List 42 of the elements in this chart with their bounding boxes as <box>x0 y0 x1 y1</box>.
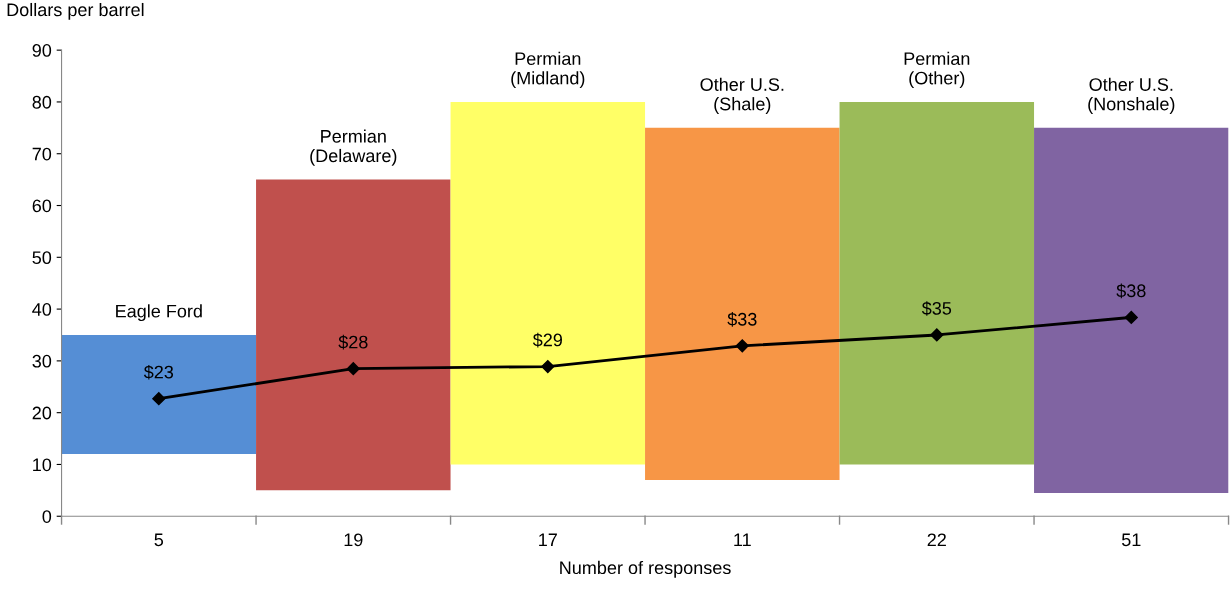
y-tick-label: 80 <box>32 95 52 109</box>
data-label: $29 <box>532 332 562 348</box>
y-tick-label: 50 <box>32 251 52 265</box>
point <box>541 359 555 374</box>
y-tick-label: 30 <box>32 354 52 368</box>
point <box>930 328 944 342</box>
bar <box>450 101 646 465</box>
point <box>346 362 360 376</box>
point <box>735 339 749 353</box>
y-axis-title: Dollars per barrel <box>7 2 144 20</box>
annotation: Permian (Other) <box>904 51 970 89</box>
y-tick-label: 70 <box>32 147 52 161</box>
annotation: Permian (Midland) <box>511 51 585 89</box>
data-label: $23 <box>143 364 174 380</box>
x-tick-label: 22 <box>927 533 946 546</box>
data-label: $35 <box>921 301 952 316</box>
point <box>152 392 166 406</box>
bar <box>645 127 840 480</box>
annotation: Other U.S. (Nonshale) <box>1088 77 1175 114</box>
point <box>1124 310 1138 324</box>
bar <box>256 179 451 491</box>
x-tick-label: 19 <box>344 533 363 547</box>
y-tick-label: 40 <box>32 303 52 316</box>
bar <box>1034 127 1229 493</box>
y-tick-label: 10 <box>33 458 52 472</box>
bar <box>61 334 257 455</box>
bar <box>839 101 1035 465</box>
annotation: Other U.S. (Shale) <box>700 77 784 114</box>
x-tick-label: 51 <box>1121 533 1141 547</box>
y-tick-label: 0 <box>42 510 52 523</box>
data-label: $28 <box>338 334 368 350</box>
y-tick-label: 60 <box>32 199 52 213</box>
annotation: Eagle Ford <box>116 304 202 322</box>
annotation: Permian (Delaware) <box>310 129 397 166</box>
x-tick-label: 17 <box>539 533 557 546</box>
y-tick-label: 20 <box>32 406 52 420</box>
data-label: $38 <box>1116 283 1146 299</box>
x-axis-title: Number of responses <box>560 560 731 578</box>
data-label: $33 <box>727 312 757 327</box>
y-tick-label: 90 <box>32 44 52 57</box>
x-tick-label: 5 <box>154 533 164 547</box>
x-tick-label: 11 <box>734 533 751 546</box>
